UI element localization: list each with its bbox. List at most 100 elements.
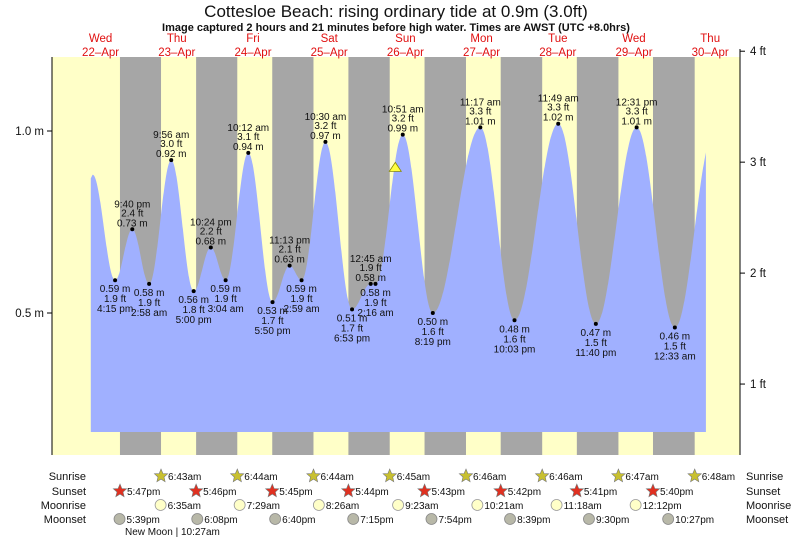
extreme-ft: 1.7 ft [261,316,283,327]
extreme-m: 0.59 m [210,284,241,295]
right-tick-label: 4 ft [750,46,767,58]
row-label-moonrise-right: Moonrise [746,500,791,512]
extreme-m: 0.51 m [337,313,368,324]
sunset-time: 5:45pm [279,487,312,498]
day-name: Mon [470,33,492,45]
extreme-m: 0.68 m [196,236,227,247]
moonset-icon [504,513,516,525]
extreme-time: 4:15 pm [97,304,133,315]
day-name: Thu [700,33,720,45]
day-date: 22–Apr [82,47,119,59]
day-date: 27–Apr [463,47,500,59]
extreme-point [270,300,275,305]
extreme-point [223,278,228,283]
extreme-time: 9:56 am [153,130,189,141]
sunset-time: 5:43pm [432,487,465,498]
extreme-point [556,121,561,126]
extreme-time: 6:53 pm [334,333,370,344]
moonrise-time: 12:12pm [643,501,682,512]
extreme-m: 0.92 m [156,149,187,160]
moonset-icon [425,513,438,525]
moonrise-icon [471,499,484,511]
sunrise-time: 6:44am [244,472,277,483]
extreme-time: 10:12 am [227,123,269,134]
moonset-time: 7:54pm [438,515,471,526]
extreme-point [323,139,328,144]
extreme-point [593,321,598,326]
extreme-m: 1.01 m [465,116,496,127]
extreme-m: 0.59 m [286,284,317,295]
right-tick-label: 1 ft [750,379,767,391]
extreme-time: 12:45 am [350,254,392,265]
moonrise-time: 9:23am [405,501,438,512]
extreme-m: 0.47 m [581,328,612,339]
left-tick-label: 0.5 m [15,308,44,320]
extreme-ft: 1.6 ft [503,334,525,345]
day-name: Sat [321,33,339,45]
tide-area [90,123,706,433]
moonset-icon [113,513,126,525]
extreme-ft: 3.1 ft [237,132,259,143]
extreme-point [246,150,251,155]
row-label-moonrise: Moonrise [41,500,86,512]
extreme-time: 3:04 am [208,304,244,315]
extreme-m: 0.99 m [387,124,418,135]
extreme-time: 10:24 pm [190,217,232,228]
extreme-point [147,281,152,286]
day-labels: Wed 22–Apr Thu 23–Apr Fri 24–Apr Sat 25–Apr Sun 2… [82,33,729,59]
chart-subtitle: Image captured 2 hours and 21 minutes be… [162,22,630,34]
day-date: 28–Apr [539,47,576,59]
extreme-labels: 0.59 m1.9 ft4:15 pm9:40 pm2.4 ft0.73 m0.… [97,94,696,363]
sunrise-time: 6:43am [168,472,201,483]
day-date: 24–Apr [234,47,271,59]
extreme-ft: 1.6 ft [422,327,444,338]
extreme-point [169,158,174,163]
extreme-time: 10:51 am [382,105,424,116]
sunrise-icon [534,468,550,483]
extreme-point [208,245,213,250]
sunrise-icon [687,468,703,483]
sunrise-icon [458,468,474,483]
extreme-point [130,227,135,232]
row-label-sunrise: Sunrise [49,471,86,483]
moonset-icon [191,513,204,525]
extreme-m: 0.94 m [233,142,264,153]
extreme-time: 9:40 pm [114,199,150,210]
extreme-time: 2:58 am [131,308,167,319]
moonset-icon [583,513,595,525]
extreme-point [400,132,405,137]
sunrise-icon [153,468,169,483]
extreme-ft: 3.3 ft [469,106,491,117]
extreme-point [512,318,517,323]
moonrise-time: 7:29am [247,501,280,512]
moonrise-icon [392,499,404,511]
extreme-point [287,263,292,268]
day-name: Wed [89,33,112,45]
extreme-ft: 1.5 ft [664,342,686,353]
row-label-moonset: Moonset [44,514,86,526]
extreme-m: 0.59 m [100,284,131,295]
sunset-time: 5:47pm [127,487,160,498]
extreme-ft: 3.2 ft [314,121,336,132]
sunrise-time: 6:46am [473,472,506,483]
right-tick-label: 3 ft [750,157,767,169]
extreme-time: 11:40 pm [575,348,616,359]
sunrise-time: 6:46am [549,472,582,483]
sunset-icon [264,483,280,498]
extreme-ft: 1.7 ft [341,323,363,334]
sunset-time: 5:42pm [508,487,541,498]
moonset-time: 8:39pm [517,515,550,526]
moonrise-time: 11:18am [564,501,602,512]
extreme-m: 0.46 m [660,332,691,343]
extreme-time: 12:31 pm [616,97,658,108]
moonset-time: 7:15pm [360,515,393,526]
extreme-ft: 2.2 ft [200,226,222,237]
extreme-time: 5:00 pm [176,315,212,326]
moonrise-icon [550,499,563,511]
moonset-icon [662,513,675,525]
extreme-m: 0.53 m [257,306,288,317]
right-tick-label: 2 ft [750,268,767,280]
extreme-ft: 1.9 ft [290,294,312,305]
extreme-ft: 1.9 ft [360,263,382,274]
extreme-m: 1.02 m [543,113,574,124]
